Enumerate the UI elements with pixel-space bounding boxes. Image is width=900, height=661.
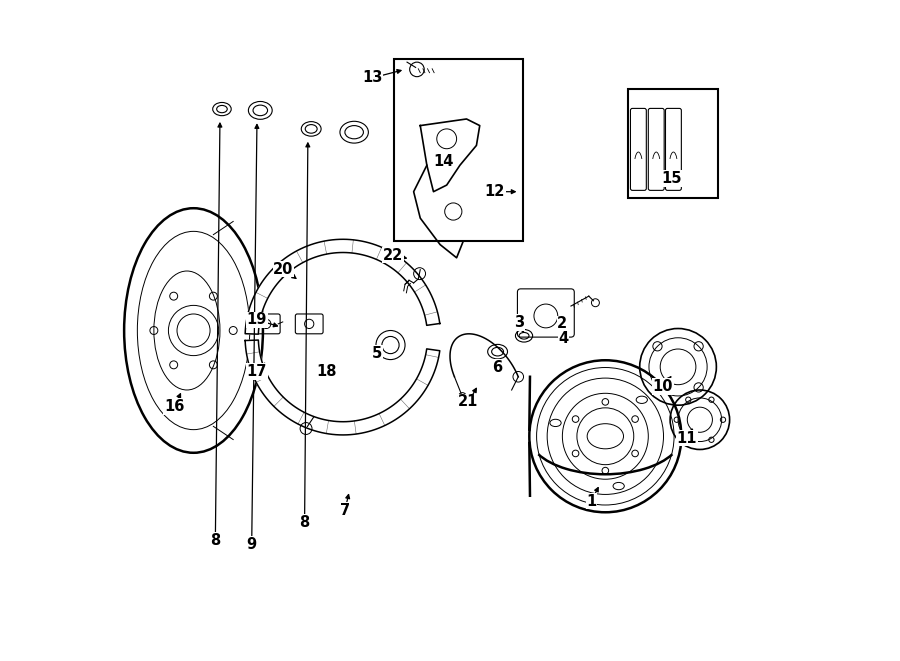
Text: 18: 18 xyxy=(317,364,338,379)
Text: 19: 19 xyxy=(247,313,267,327)
Text: 17: 17 xyxy=(247,364,267,379)
Text: 11: 11 xyxy=(677,431,697,446)
Text: 4: 4 xyxy=(559,331,569,346)
Polygon shape xyxy=(245,340,440,435)
Text: 13: 13 xyxy=(362,71,382,85)
Text: 14: 14 xyxy=(433,155,454,169)
Polygon shape xyxy=(245,239,440,334)
Bar xyxy=(628,89,717,198)
Text: 1: 1 xyxy=(586,494,597,508)
Text: 12: 12 xyxy=(485,184,505,199)
Polygon shape xyxy=(420,119,480,192)
Bar xyxy=(394,59,523,241)
Text: 2: 2 xyxy=(557,317,567,331)
Text: 15: 15 xyxy=(662,171,681,186)
Text: 21: 21 xyxy=(458,395,479,409)
Text: 20: 20 xyxy=(274,262,293,276)
Text: 9: 9 xyxy=(247,537,256,551)
Text: 8: 8 xyxy=(300,515,310,529)
Text: 10: 10 xyxy=(652,379,673,394)
Text: 22: 22 xyxy=(383,248,403,262)
Text: 3: 3 xyxy=(514,315,524,330)
Text: 5: 5 xyxy=(373,346,382,361)
Text: 7: 7 xyxy=(340,503,350,518)
Text: 8: 8 xyxy=(211,533,220,548)
Text: 6: 6 xyxy=(492,360,503,375)
Text: 16: 16 xyxy=(164,399,184,414)
